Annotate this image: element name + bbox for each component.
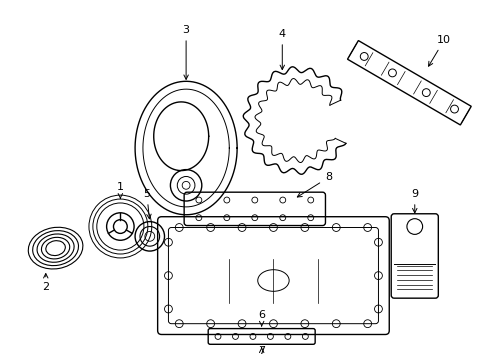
Text: 3: 3 [182, 25, 189, 80]
Text: 9: 9 [410, 189, 417, 213]
Text: 10: 10 [427, 35, 450, 66]
Text: 2: 2 [42, 274, 49, 292]
Text: 1: 1 [117, 182, 123, 198]
Text: 6: 6 [258, 310, 264, 326]
Text: 8: 8 [297, 172, 331, 197]
Text: 7: 7 [258, 346, 264, 356]
Text: 4: 4 [278, 29, 285, 69]
Text: 5: 5 [143, 189, 151, 219]
